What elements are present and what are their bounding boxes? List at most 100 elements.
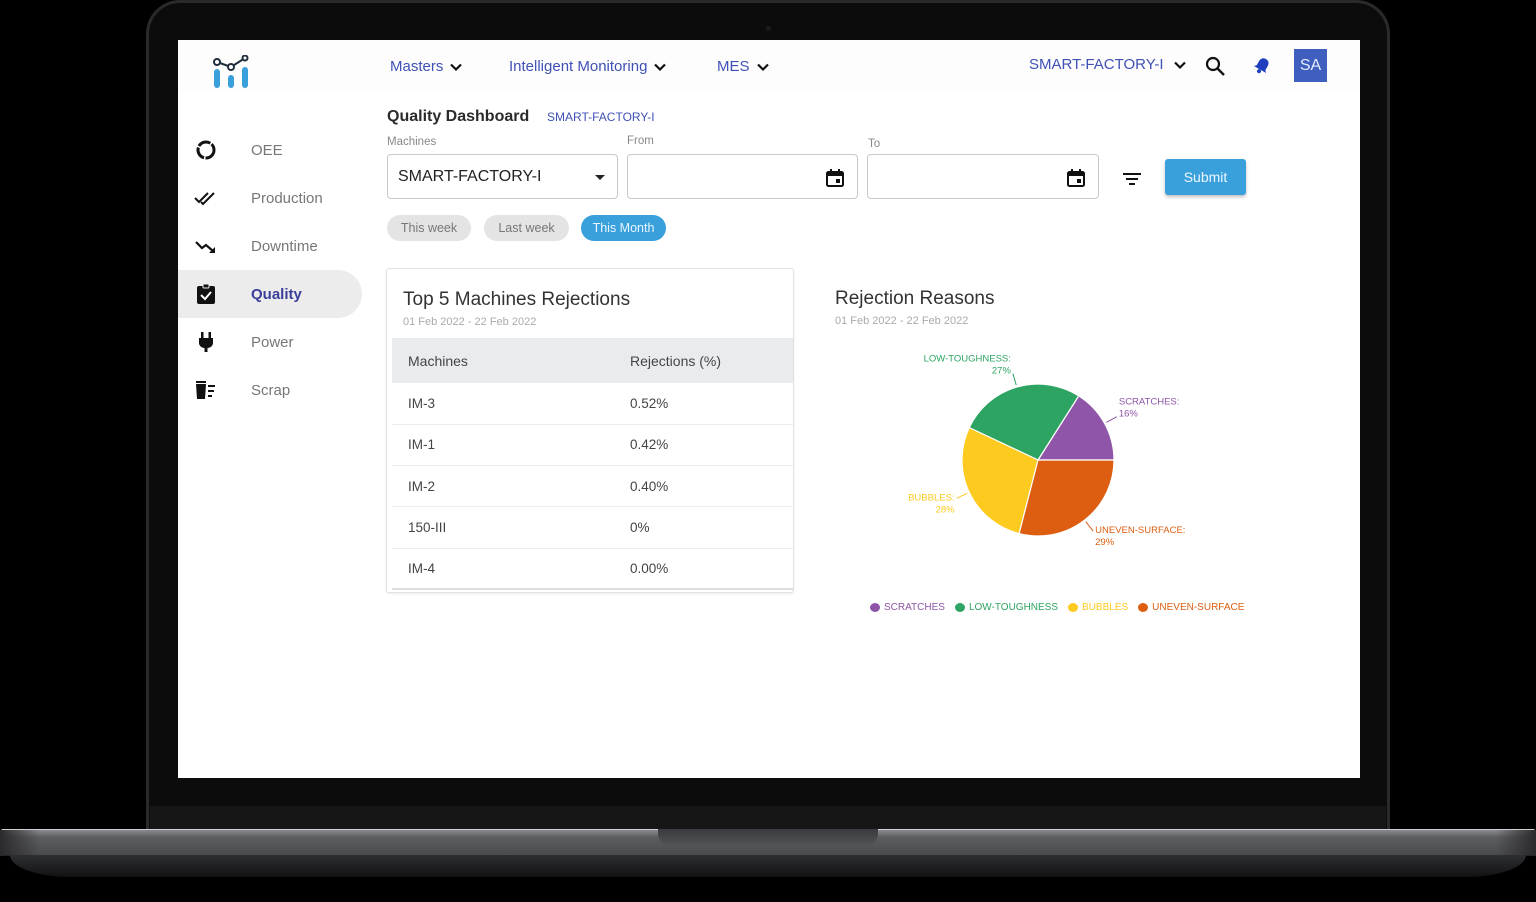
from-label: From <box>627 135 654 147</box>
search-button[interactable] <box>1203 54 1227 78</box>
bell-icon <box>1253 58 1269 74</box>
app-screen: Masters Intelligent Monitoring MES SMART… <box>178 40 1360 778</box>
rejections-cell: 0.52% <box>614 383 793 425</box>
rejections-cell: 0.40% <box>614 465 793 508</box>
nav-masters-label: Masters <box>390 58 444 75</box>
laptop-bezel-chin <box>150 806 1386 830</box>
factory-selector-label: SMART-FACTORY-I <box>1029 56 1164 73</box>
app-logo-icon[interactable] <box>212 55 250 89</box>
laptop-notch <box>658 829 878 847</box>
legend-label: LOW-TOUGHNESS <box>968 602 1059 613</box>
chart-title: Rejection Reasons <box>835 288 995 309</box>
rejections-cell: 0.42% <box>614 424 793 467</box>
card-title: Top 5 Machines Rejections <box>403 289 631 310</box>
sidebar-item-downtime[interactable]: Downtime <box>178 222 368 270</box>
page-factory-label: SMART-FACTORY-I <box>547 110 655 124</box>
nav-mes[interactable]: MES <box>717 58 770 75</box>
search-icon <box>1205 56 1225 76</box>
pie-data-label: SCRATCHES: 16% <box>1119 397 1180 420</box>
rejections-table: Machines Rejections (%) IM-3 0.52% IM-1 0.… <box>392 338 793 591</box>
sidebar-item-power[interactable]: Power <box>178 318 368 366</box>
sidebar-item-scrap[interactable]: Scrap <box>178 366 368 414</box>
machine-cell: IM-1 <box>392 424 614 467</box>
sidebar-item-oee[interactable]: OEE <box>178 126 368 174</box>
chip-this-week[interactable]: This week <box>387 215 471 241</box>
machines-label: Machines <box>387 136 437 148</box>
table-row[interactable]: IM-4 0.00% <box>392 548 793 591</box>
page-title: Quality Dashboard <box>387 108 530 125</box>
calendar-icon[interactable] <box>825 168 845 188</box>
legend-dot-icon <box>954 603 965 612</box>
donut-icon <box>194 138 218 162</box>
sidebar-item-production[interactable]: Production <box>178 174 368 222</box>
table-row[interactable]: 150-III 0% <box>392 506 793 549</box>
sidebar-item-label: Downtime <box>251 237 318 255</box>
calendar-icon[interactable] <box>1066 168 1086 188</box>
rejections-cell: 0% <box>614 506 793 549</box>
sidebar: OEE Production Downtime Quality <box>178 126 368 414</box>
top-machines-rejections-card: Top 5 Machines Rejections 01 Feb 2022 - … <box>386 268 794 593</box>
clipboard-check-icon <box>194 282 218 306</box>
pie-slice-bubbles[interactable] <box>961 426 1039 535</box>
notifications-button[interactable] <box>1250 54 1274 78</box>
column-header-rejections[interactable]: Rejections (%) <box>614 338 793 383</box>
to-date-input[interactable] <box>867 154 1099 199</box>
label-leader-line <box>1012 373 1017 386</box>
sidebar-item-label: OEE <box>251 141 283 159</box>
chevron-down-icon <box>654 63 667 71</box>
legend-item-scratches[interactable]: SCRATCHES <box>870 602 945 613</box>
sidebar-item-label: Power <box>251 333 294 351</box>
table-row[interactable]: IM-3 0.52% <box>392 383 793 425</box>
trending-down-icon <box>194 234 218 258</box>
label-leader-line <box>1106 416 1118 423</box>
chevron-down-icon <box>450 63 463 71</box>
machine-cell: IM-3 <box>392 383 614 425</box>
pie-data-label: UNEVEN-SURFACE: 29% <box>1095 525 1185 548</box>
plug-icon <box>194 330 218 354</box>
table-header-row: Machines Rejections (%) <box>392 338 793 383</box>
chip-last-week[interactable]: Last week <box>484 215 569 241</box>
machine-cell: IM-2 <box>392 465 614 508</box>
pie-slice-low-toughness[interactable] <box>968 383 1080 461</box>
pie-data-label: LOW-TOUGHNESS: 27% <box>924 354 1012 377</box>
nav-masters[interactable]: Masters <box>390 58 463 75</box>
nav-intelligent-monitoring-label: Intelligent Monitoring <box>509 58 648 75</box>
double-check-icon <box>194 186 218 210</box>
top-navbar: Masters Intelligent Monitoring MES SMART… <box>178 40 1360 92</box>
submit-button[interactable]: Submit <box>1165 159 1246 195</box>
table-row[interactable]: IM-2 0.40% <box>392 465 793 508</box>
legend-item-low-toughness[interactable]: LOW-TOUGHNESS <box>954 602 1059 613</box>
factory-selector[interactable]: SMART-FACTORY-I <box>1029 56 1187 73</box>
legend-item-bubbles[interactable]: BUBBLES <box>1068 602 1128 613</box>
machines-select[interactable]: SMART-FACTORY-I <box>387 154 618 199</box>
machine-cell: 150-III <box>392 506 614 549</box>
chevron-down-icon <box>1174 61 1187 69</box>
label-leader-line <box>1085 521 1094 532</box>
column-header-machines[interactable]: Machines <box>392 338 614 383</box>
chart-legend: SCRATCHES LOW-TOUGHNESS BUBBLES UNEVEN-SURF… <box>870 602 1244 613</box>
chevron-down-icon <box>756 63 769 71</box>
user-avatar[interactable]: SA <box>1294 49 1327 82</box>
chip-this-month[interactable]: This Month <box>581 215 666 241</box>
chart-date-range: 01 Feb 2022 - 22 Feb 2022 <box>835 315 969 327</box>
from-date-input[interactable] <box>627 154 858 199</box>
table-row[interactable]: IM-1 0.42% <box>392 424 793 467</box>
nav-intelligent-monitoring[interactable]: Intelligent Monitoring <box>509 58 667 75</box>
pie-slice-uneven-surface[interactable] <box>1018 459 1115 537</box>
legend-label: BUBBLES <box>1082 602 1129 613</box>
legend-dot-icon <box>1138 603 1149 612</box>
legend-dot-icon <box>870 603 880 612</box>
filter-icon[interactable] <box>1121 169 1143 189</box>
pie-slice-scratches[interactable] <box>1036 395 1115 461</box>
sidebar-item-quality[interactable]: Quality <box>178 270 362 318</box>
legend-dot-icon <box>1068 603 1079 612</box>
to-label: To <box>868 138 881 150</box>
sidebar-item-label: Quality <box>251 285 302 303</box>
pie-data-label: BUBBLES: 28% <box>908 492 955 515</box>
laptop-base-bottom <box>10 855 1526 877</box>
legend-item-uneven-surface[interactable]: UNEVEN-SURFACE <box>1138 602 1244 613</box>
label-leader-line <box>956 492 968 499</box>
caret-down-icon <box>595 175 605 180</box>
machine-cell: IM-4 <box>392 548 614 591</box>
